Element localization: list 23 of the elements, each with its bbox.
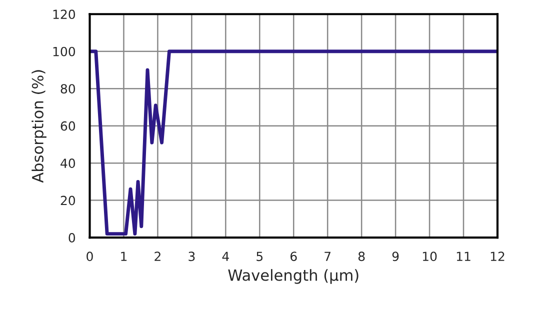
x-tick-label: 7 bbox=[324, 252, 331, 261]
x-tick-label: 0 bbox=[86, 252, 93, 262]
y-tick-label: 60 bbox=[60, 121, 76, 131]
x-axis-title: Wavelength (μm) bbox=[228, 269, 358, 284]
x-tick-label: 3 bbox=[188, 252, 195, 262]
line-series bbox=[90, 50, 498, 236]
x-tick-label: 5 bbox=[256, 252, 263, 262]
x-tick-label: 4 bbox=[222, 252, 229, 261]
y-axis-title: Absorption (%) bbox=[32, 70, 46, 183]
x-tick-label: 8 bbox=[358, 252, 365, 262]
x-tick-label: 1 bbox=[121, 252, 127, 261]
x-tick-label: 12 bbox=[490, 252, 504, 261]
x-tick-label: 10 bbox=[422, 252, 437, 262]
y-tick-label: 100 bbox=[53, 46, 76, 56]
y-tick-label: 20 bbox=[60, 196, 76, 206]
y-tick-label: 40 bbox=[60, 158, 76, 168]
x-tick-label: 11 bbox=[456, 252, 470, 261]
y-tick-label: 0 bbox=[68, 233, 76, 242]
y-tick-label: 120 bbox=[53, 10, 76, 20]
x-tick-label: 6 bbox=[290, 252, 297, 262]
x-tick-label: 2 bbox=[154, 252, 160, 261]
y-tick-label: 80 bbox=[60, 84, 76, 94]
x-tick-label: 9 bbox=[392, 252, 399, 262]
